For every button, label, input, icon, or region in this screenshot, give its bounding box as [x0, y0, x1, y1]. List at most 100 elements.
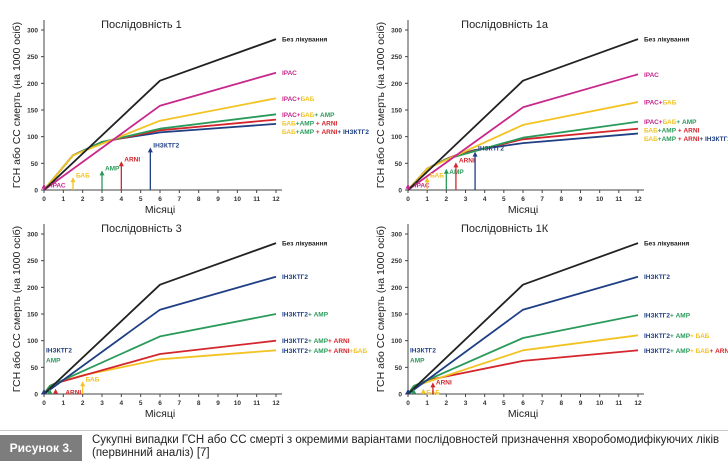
y-tick-label: 100 [27, 338, 38, 345]
x-tick-label: 6 [158, 400, 162, 407]
series-label-part: ІРАС [644, 72, 659, 79]
series-label-part: БАБ [696, 348, 710, 355]
x-tick-label: 3 [464, 196, 468, 203]
x-tick-label: 7 [178, 196, 182, 203]
x-tick-label: 10 [596, 196, 604, 203]
x-axis-label: Місяці [145, 408, 175, 420]
x-tick-label: 0 [406, 196, 410, 203]
series-label-part: ARNI [334, 338, 350, 345]
marker-arrow-head [47, 388, 53, 394]
x-tick-label: 5 [139, 196, 143, 203]
series-label-part: + [690, 348, 696, 355]
y-tick-label: 250 [27, 258, 38, 265]
marker-arrow-head [118, 161, 124, 167]
series-label-part: БАБ [644, 128, 658, 135]
marker-label: ARNI [459, 157, 475, 164]
y-tick-label: 250 [391, 258, 402, 265]
series-label-5: ІНЗКТГ2+ АМР+ ARNI+БАБ [282, 348, 367, 355]
y-tick-label: 250 [391, 54, 402, 61]
series-label-part: БАБ [663, 100, 677, 107]
series-label-part: + [676, 136, 683, 143]
x-tick-label: 11 [615, 400, 622, 407]
y-tick-label: 100 [391, 338, 402, 345]
series-label-part: + [337, 129, 343, 136]
series-label-part: ІНЗКТГ2 [705, 136, 728, 143]
marker-label: БАБ [430, 172, 444, 179]
x-tick-label: 12 [272, 196, 280, 203]
series-line-2 [43, 71, 277, 191]
x-tick-label: 9 [579, 400, 583, 407]
series-line-2 [407, 73, 639, 191]
series-label-part: БАБ [663, 119, 677, 126]
marker-label: ІРАС [415, 182, 430, 189]
series-label-part: БАБ [301, 112, 315, 119]
y-tick-label: 200 [27, 285, 38, 292]
x-tick-label: 4 [120, 196, 124, 203]
marker-label: ІНЗКТГ2 [478, 146, 504, 153]
series-label-part: + [690, 333, 696, 340]
y-axis-label: ГСН або СС смерть (на 1000 осіб) [11, 22, 23, 188]
series-label-part: БАБ [301, 96, 315, 103]
y-tick-label: 200 [27, 81, 38, 88]
series-label-part: БАБ [696, 333, 710, 340]
series-line-3 [407, 314, 639, 395]
series-label-part: БАБ [353, 348, 367, 355]
x-tick-label: 4 [120, 400, 124, 407]
x-tick-label: 10 [234, 400, 242, 407]
series-label-part: АМР [314, 338, 329, 345]
series-label-part: БАБ [282, 129, 296, 136]
series-label-part: + [670, 313, 676, 320]
x-tick-label: 4 [483, 196, 487, 203]
series-line-3 [43, 313, 277, 395]
y-tick-label: 0 [398, 392, 402, 399]
marker-arrow-head [405, 183, 411, 189]
series-label-part: + [314, 129, 321, 136]
x-axis-label: Місяці [508, 408, 538, 420]
y-tick-label: 300 [27, 28, 38, 35]
y-tick-label: 300 [391, 232, 402, 239]
y-tick-label: 150 [27, 312, 38, 319]
series-label-part: + [328, 348, 334, 355]
marker-arrow-head [453, 162, 459, 168]
series-label-part: ARNI [683, 128, 699, 135]
series-label-2: ІРАС [644, 72, 659, 79]
marker-label: БАБ [86, 376, 100, 383]
series-label-5: ІНЗКТГ2+ АМР+ БАБ+ ARNI [644, 348, 728, 355]
series-label-part: АМР [682, 119, 697, 126]
series-label-part: + [709, 348, 715, 355]
series-line-2 [43, 275, 277, 395]
x-tick-label: 3 [464, 400, 468, 407]
y-axis-label: ГСН або СС смерть (на 1000 осіб) [11, 226, 23, 392]
x-tick-label: 1 [425, 400, 429, 407]
series-label-4: ІНЗКТГ2+ АМР+ БАБ [644, 333, 710, 340]
y-tick-label: 50 [31, 365, 39, 372]
marker-arrow-head [99, 170, 105, 176]
series-label-3: ІРАС+БАБ [282, 96, 315, 103]
series-label-part: + [297, 96, 301, 103]
x-tick-label: 8 [560, 196, 564, 203]
marker-arrow-head [420, 388, 426, 394]
series-label-part: ІНЗКТГ2 [282, 338, 308, 345]
x-tick-label: 5 [139, 400, 143, 407]
marker-label: АМР [105, 165, 120, 172]
marker-label: ІНЗКТГ2 [410, 347, 436, 354]
marker-arrow-head [70, 177, 76, 183]
series-label-part: ІНЗКТГ2 [282, 348, 308, 355]
x-tick-label: 8 [560, 400, 564, 407]
figure-caption-bar: Рисунок 3. Сукупні випадки ГСН або СС см… [0, 430, 728, 463]
y-axis-label: ГСН або СС смерть (на 1000 осіб) [375, 226, 387, 392]
series-label-part: АМР [300, 120, 315, 127]
series-label-3: ІНЗКТГ2+ АМР [644, 313, 691, 320]
series-line-1 [407, 242, 639, 395]
marker-label: ARNI [124, 156, 140, 163]
series-label-1: Без лікування [282, 240, 328, 248]
y-tick-label: 300 [391, 28, 402, 35]
series-label-part: ІНЗКТГ2 [644, 348, 670, 355]
series-label-part: + [676, 128, 683, 135]
y-tick-label: 300 [27, 232, 38, 239]
series-label-part: ІНЗКТГ2 [282, 312, 308, 319]
x-tick-label: 0 [42, 400, 46, 407]
series-line-5 [407, 349, 639, 395]
y-tick-label: 150 [27, 108, 38, 115]
